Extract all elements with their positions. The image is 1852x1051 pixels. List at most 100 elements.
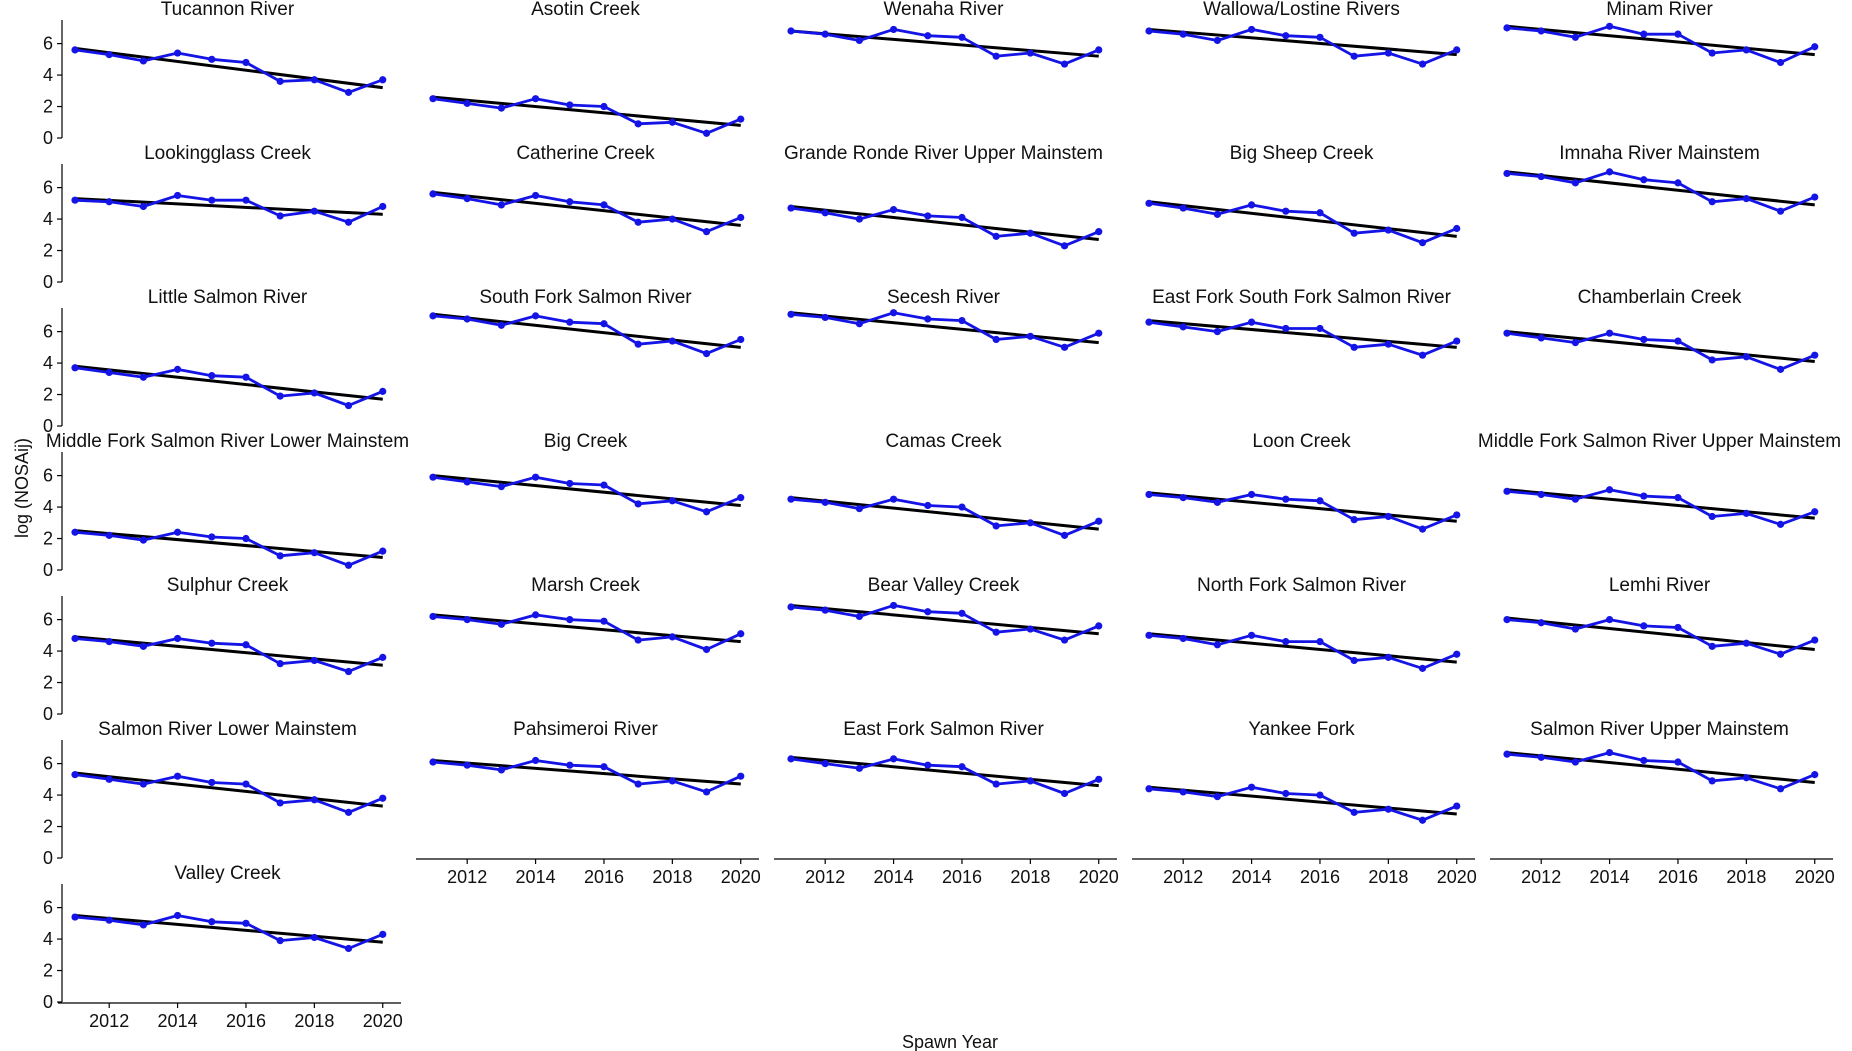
data-point — [379, 202, 387, 211]
panel-title: Pahsimeroi River — [513, 719, 658, 740]
data-point — [463, 195, 471, 203]
data-point — [1708, 512, 1716, 521]
y-tick-label: 2 — [43, 673, 53, 693]
y-tick-label: 6 — [43, 178, 53, 198]
data-point — [310, 796, 318, 804]
data-point — [992, 335, 1000, 344]
trend-line — [790, 204, 1099, 242]
data-point — [958, 213, 966, 222]
panel: Chamberlain Creek — [1503, 287, 1819, 373]
data-point — [600, 481, 608, 489]
trend-line — [1148, 319, 1457, 349]
data-point — [1742, 195, 1750, 203]
data-point — [1453, 224, 1461, 233]
data-point — [600, 763, 608, 771]
observed-line — [432, 192, 742, 234]
panel: Wenaha River — [787, 0, 1103, 68]
data-point — [600, 102, 608, 111]
data-point — [1350, 656, 1358, 665]
data-point — [429, 473, 437, 481]
data-point — [889, 25, 898, 34]
panel: Yankee Fork 2012 2014 2016 2018 2020 — [1132, 719, 1477, 887]
trend-line — [1506, 24, 1815, 57]
data-point — [1776, 520, 1785, 528]
trend-line — [790, 496, 1099, 531]
data-point — [1811, 351, 1819, 359]
data-point — [821, 606, 829, 614]
panel: South Fork Salmon River — [429, 287, 745, 358]
x-tick-label: 2014 — [158, 1011, 198, 1031]
x-tick-label: 2020 — [1079, 867, 1119, 887]
data-point — [1145, 318, 1153, 326]
data-point — [310, 389, 318, 397]
data-point — [855, 215, 863, 223]
data-point — [1213, 36, 1221, 45]
panel-title: Salmon River Lower Mainstem — [98, 719, 357, 740]
panel-title: Loon Creek — [1252, 431, 1351, 452]
data-point — [1537, 27, 1545, 35]
x-tick-label: 2014 — [516, 867, 556, 887]
data-point — [1605, 748, 1614, 757]
data-point — [1095, 329, 1103, 337]
trend-line — [74, 364, 383, 401]
panel: Secesh River — [787, 287, 1103, 351]
data-point — [1453, 511, 1461, 519]
y-tick-label: 4 — [43, 497, 53, 517]
observed-line — [1506, 170, 1816, 213]
data-point — [242, 780, 250, 788]
y-tick-label: 6 — [43, 610, 53, 630]
data-point — [173, 911, 182, 920]
data-point — [497, 620, 505, 628]
data-point — [344, 218, 353, 226]
panel: Asotin Creek — [429, 0, 745, 137]
data-point — [1640, 176, 1648, 184]
observed-line — [790, 497, 1100, 537]
y-tick-label: 2 — [43, 817, 53, 837]
data-point — [1350, 516, 1358, 524]
data-point — [1026, 519, 1034, 527]
y-tick-label: 4 — [43, 353, 53, 373]
observed-line — [1506, 488, 1816, 526]
observed-line — [74, 773, 384, 814]
data-point — [310, 207, 318, 215]
data-point — [634, 636, 642, 644]
trend-line — [1148, 491, 1457, 523]
panel-title: Wallowa/Lostine Rivers — [1203, 0, 1400, 20]
trend-line — [1148, 632, 1457, 664]
panel-title: Sulphur Creek — [167, 575, 289, 596]
y-tick-label: 0 — [43, 128, 53, 148]
data-point — [1503, 169, 1511, 178]
data-point — [1213, 210, 1221, 218]
data-point — [531, 756, 540, 765]
trend-line — [74, 46, 383, 90]
data-point — [1605, 22, 1614, 30]
panel: Little Salmon River 0 2 4 6 — [43, 287, 387, 436]
trend-line — [1506, 488, 1815, 520]
data-point — [379, 653, 387, 661]
panel: Salmon River Lower Mainstem 0 2 4 6 — [43, 719, 387, 868]
data-point — [1674, 758, 1682, 766]
data-point — [1060, 636, 1069, 644]
data-point — [173, 191, 182, 200]
data-point — [1384, 653, 1392, 661]
data-point — [1350, 229, 1358, 237]
data-point — [1776, 207, 1785, 215]
data-point — [344, 944, 353, 953]
data-point — [344, 808, 353, 816]
data-point — [668, 118, 676, 126]
panel-title: East Fork South Fork Salmon River — [1152, 287, 1451, 308]
data-point — [497, 201, 505, 209]
y-tick-label: 0 — [43, 560, 53, 580]
data-point — [105, 198, 113, 206]
panel-title: Catherine Creek — [516, 143, 655, 164]
panel-title: Wenaha River — [883, 0, 1004, 20]
data-point — [1571, 339, 1579, 347]
data-point — [855, 612, 863, 621]
data-point — [1674, 623, 1682, 632]
data-point — [1145, 631, 1153, 639]
data-point — [344, 88, 353, 96]
data-point — [855, 764, 863, 772]
panel: Wallowa/Lostine Rivers — [1145, 0, 1461, 68]
data-point — [173, 528, 182, 536]
